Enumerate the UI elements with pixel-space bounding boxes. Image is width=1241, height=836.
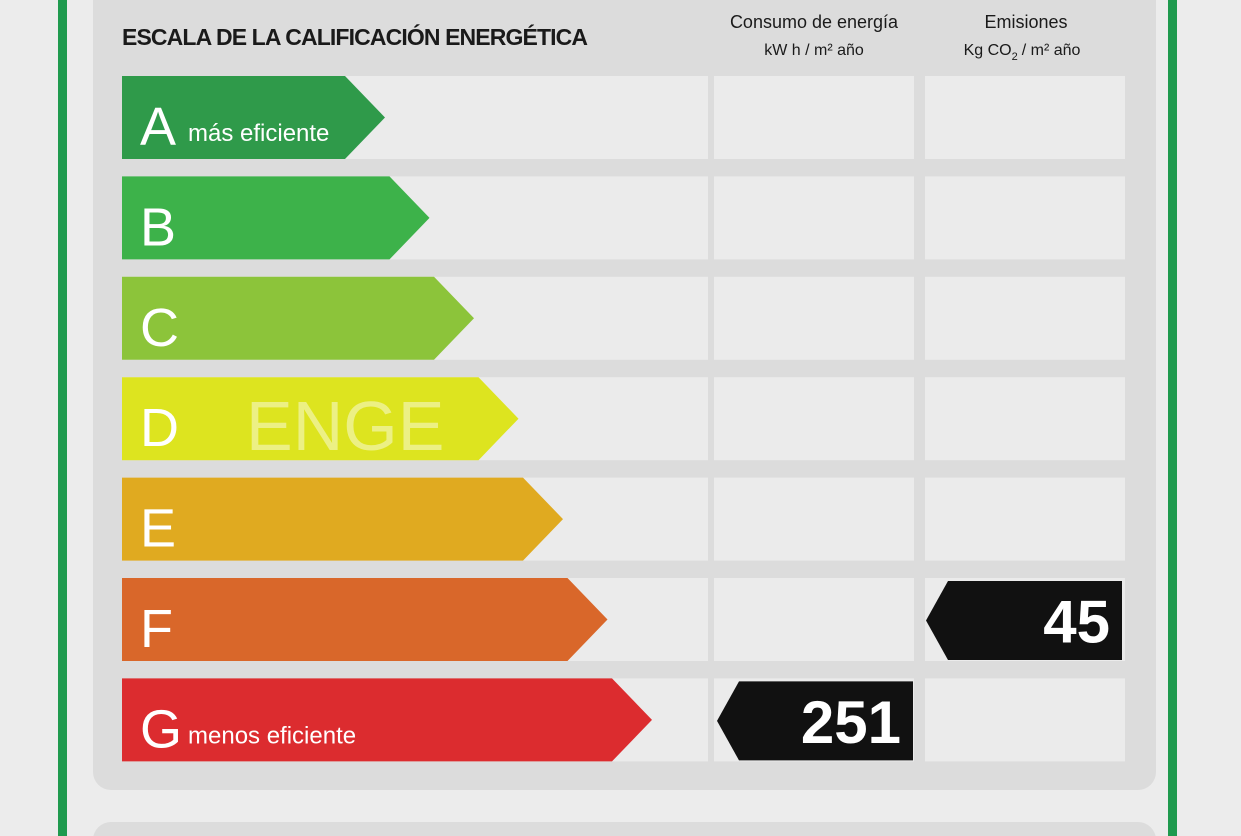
- consumption-cell: [714, 578, 914, 661]
- consumption-unit: kW h / m² año: [764, 42, 864, 59]
- emissions-cell: [925, 477, 1125, 561]
- rating-arrow: [122, 276, 474, 360]
- unit-sub: 2: [1012, 51, 1018, 63]
- rating-note: más eficiente: [188, 120, 329, 147]
- emissions-cell: [925, 76, 1125, 159]
- rating-letter: A: [140, 97, 176, 157]
- rating-letter: G: [140, 699, 182, 759]
- panel-next: [93, 822, 1156, 836]
- emissions-value: 45: [1043, 589, 1110, 656]
- rating-note: menos eficiente: [188, 722, 356, 749]
- consumption-cell: [714, 377, 914, 461]
- rating-letter: C: [140, 298, 179, 358]
- title: ESCALA DE LA CALIFICACIÓN ENERGÉTICA: [122, 23, 588, 50]
- rating-arrow: [122, 377, 519, 461]
- rating-arrow: [122, 477, 563, 561]
- rating-arrow: [122, 578, 608, 661]
- rating-letter: B: [140, 197, 176, 257]
- rating-arrow: [122, 176, 430, 260]
- consumption-pointer: [717, 681, 913, 761]
- consumption-cell: [714, 176, 914, 260]
- consumption-cell: [714, 276, 914, 360]
- border-left: [58, 0, 67, 836]
- emissions-cell: [925, 276, 1125, 360]
- consumption-value: 251: [801, 689, 901, 756]
- rating-arrow: [122, 678, 652, 762]
- consumption-cell: [714, 477, 914, 561]
- emissions-header: Emisiones: [984, 12, 1067, 32]
- rating-arrow: [122, 76, 385, 159]
- emissions-cell: [925, 176, 1125, 260]
- rating-letter: F: [140, 599, 173, 659]
- unit-suffix: / m² año: [1022, 42, 1081, 59]
- emissions-unit: Kg CO2 / m² año: [964, 42, 1081, 63]
- consumption-cell: [714, 76, 914, 159]
- rating-letter: D: [140, 398, 179, 458]
- emissions-pointer: [926, 581, 1122, 660]
- unit-prefix: Kg CO: [964, 42, 1012, 59]
- rating-letter: E: [140, 499, 176, 559]
- watermark: ENGE: [246, 387, 444, 465]
- emissions-cell: [925, 678, 1125, 762]
- border-right: [1168, 0, 1177, 836]
- consumption-header: Consumo de energía: [730, 12, 899, 32]
- emissions-cell: [925, 377, 1125, 461]
